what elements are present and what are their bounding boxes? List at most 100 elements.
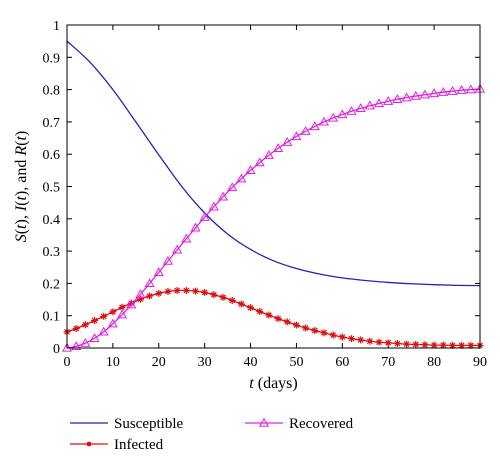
data-point-infected (292, 321, 300, 329)
series-line-recovered (66, 88, 481, 349)
data-point-recovered (318, 116, 330, 126)
y-tick-label: 0.9 (43, 51, 61, 66)
data-point-infected (302, 324, 310, 332)
data-point-infected (201, 288, 209, 296)
series-recovered (61, 83, 486, 352)
x-tick-label: 60 (335, 355, 349, 370)
data-point-recovered (61, 342, 73, 352)
data-point-infected (164, 287, 172, 295)
data-point-recovered (346, 106, 357, 115)
data-point-recovered (117, 309, 128, 319)
x-tick-label: 90 (473, 355, 487, 370)
legend-item-infected: Infected (70, 437, 164, 453)
data-point-recovered (291, 131, 302, 141)
data-point-infected (348, 335, 356, 343)
data-point-recovered (282, 137, 293, 146)
data-point-infected (357, 336, 365, 344)
data-point-recovered (438, 86, 449, 96)
data-point-recovered (199, 211, 210, 221)
data-point-infected (247, 304, 255, 312)
data-point-infected (412, 340, 420, 348)
data-point-recovered (383, 96, 394, 105)
data-point-infected (393, 339, 401, 347)
data-point-infected (265, 311, 273, 319)
legend-label: Infected (114, 437, 164, 453)
x-tick-label: 70 (381, 355, 395, 370)
data-point-recovered (364, 100, 375, 110)
data-point-recovered (401, 92, 412, 102)
data-point-infected (210, 291, 218, 299)
series-infected (63, 287, 484, 349)
legend-item-recovered: Recovered (245, 416, 354, 432)
data-point-recovered (465, 84, 476, 94)
tick-layer (66, 24, 481, 349)
data-point-infected (439, 341, 447, 349)
data-point-infected (146, 292, 154, 300)
legend-label: Susceptible (114, 416, 183, 432)
data-point-recovered (309, 121, 320, 131)
data-point-recovered (107, 318, 118, 328)
data-point-infected (366, 337, 374, 345)
y-tick-label: 0.4 (43, 213, 61, 228)
y-axis-title: S(t), I(t), and R(t) (13, 131, 30, 243)
data-point-infected (311, 327, 319, 335)
data-point-infected (329, 331, 337, 339)
data-point-recovered (236, 173, 247, 183)
y-tick-label: 0.6 (43, 148, 61, 163)
y-tick-label: 0.7 (43, 116, 61, 131)
x-tick-label: 20 (152, 355, 166, 370)
legend-marker (258, 417, 270, 427)
data-point-recovered (373, 98, 385, 108)
data-point-infected (91, 317, 99, 325)
data-point-recovered (126, 299, 137, 309)
data-point-recovered (89, 333, 100, 342)
legend: Susceptible Infected Recovered (70, 416, 354, 453)
data-point-infected (448, 341, 456, 349)
x-tick-label: 30 (198, 355, 212, 370)
data-point-recovered (419, 89, 430, 99)
data-point-recovered (208, 201, 219, 211)
data-point-infected (100, 312, 108, 320)
data-point-recovered (245, 165, 256, 174)
tick-label-layer: 0 10 20 30 40 50 60 70 80 90 0 0.1 0.2 0.3 0.4 0.5 0.6 0.… (43, 19, 488, 370)
data-point-recovered (190, 222, 201, 232)
y-tick-label: 0.5 (43, 181, 61, 196)
data-point-infected (467, 341, 475, 349)
x-tick-label: 10 (106, 355, 120, 370)
x-tick-label: 80 (427, 355, 441, 370)
data-point-infected (81, 321, 89, 329)
data-point-recovered (328, 112, 339, 122)
series-susceptible (66, 40, 481, 287)
y-tick-label: 0.3 (43, 245, 61, 260)
data-point-infected (403, 340, 411, 348)
data-point-infected (421, 341, 429, 349)
x-tick-label: 40 (244, 355, 258, 370)
y-tick-label: 0.8 (43, 84, 61, 99)
series-layer (61, 40, 486, 352)
data-point-infected (430, 341, 438, 349)
data-point-infected (173, 287, 181, 295)
data-point-infected (191, 287, 199, 295)
data-point-infected (237, 300, 245, 308)
data-point-recovered (172, 244, 183, 254)
x-tick-label: 50 (289, 355, 303, 370)
data-point-infected (182, 287, 190, 295)
data-point-infected (109, 308, 117, 316)
y-tick-label: 0.1 (43, 310, 61, 325)
data-point-recovered (153, 267, 164, 277)
data-point-infected (219, 293, 227, 301)
data-point-recovered (80, 337, 91, 347)
data-point-recovered (135, 289, 146, 299)
data-point-recovered (410, 90, 421, 100)
data-point-recovered (456, 85, 467, 94)
data-point-recovered (447, 86, 458, 95)
data-point-recovered (181, 233, 192, 243)
data-point-recovered (273, 143, 284, 153)
data-point-infected (256, 308, 264, 316)
y-tick-label: 0.2 (43, 277, 61, 292)
data-point-infected (320, 329, 328, 337)
series-line-infected (66, 289, 480, 347)
data-point-recovered (337, 109, 348, 119)
data-point-infected (458, 341, 466, 349)
